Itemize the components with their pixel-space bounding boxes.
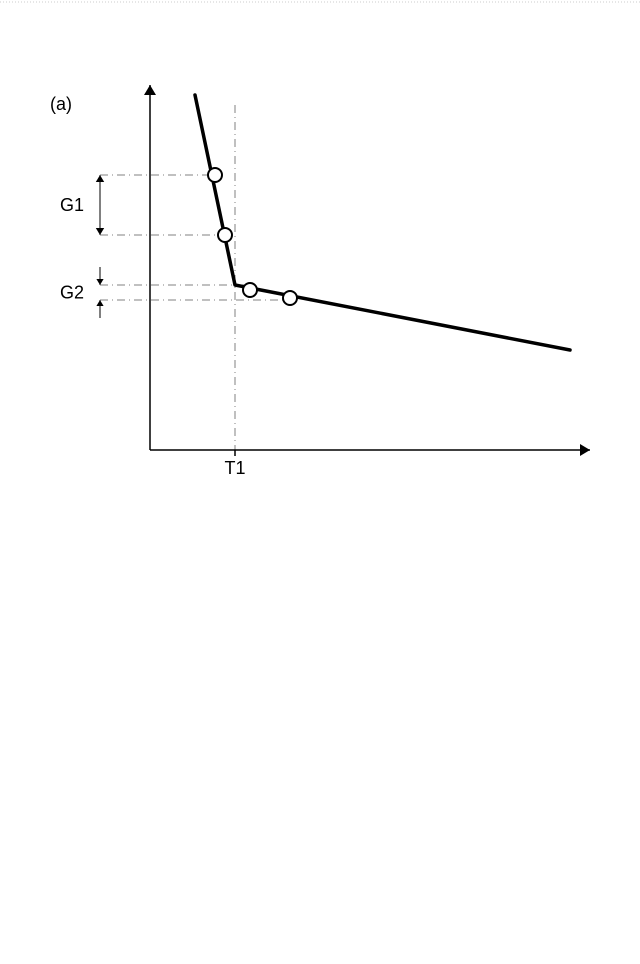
data-point xyxy=(208,168,222,182)
figure-stage: { "figure": { "panel_label": "(a)", "pan… xyxy=(0,0,640,964)
g2-label: G2 xyxy=(60,283,84,303)
data-point xyxy=(283,291,297,305)
t1-label: T1 xyxy=(224,458,245,478)
panel-label: (a) xyxy=(50,94,72,114)
curve xyxy=(195,95,570,350)
data-point xyxy=(243,283,257,297)
g1-label: G1 xyxy=(60,195,84,215)
data-point xyxy=(218,228,232,242)
diagram-svg: (a) G1 G2 T1 xyxy=(0,0,640,964)
